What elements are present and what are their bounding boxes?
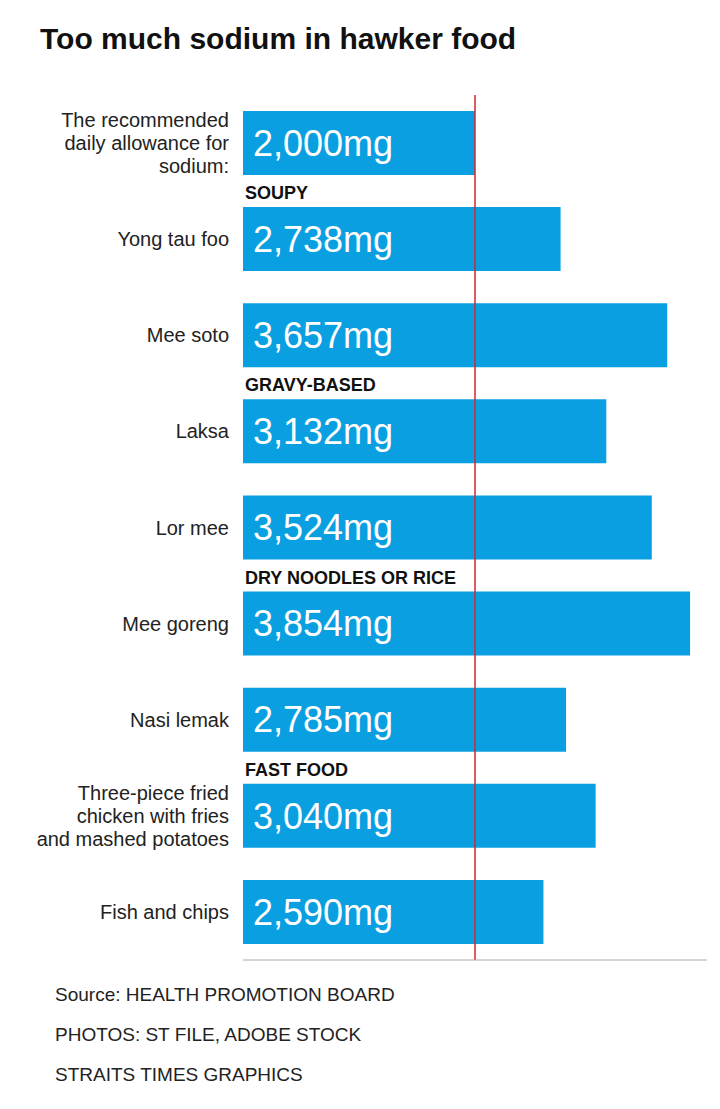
svg-text:The recommended: The recommended	[61, 109, 229, 131]
svg-text:Mee goreng: Mee goreng	[122, 613, 229, 635]
svg-text:Yong tau foo: Yong tau foo	[117, 228, 229, 250]
html-text:STRAITS TIMES GRAPHICS: STRAITS TIMES GRAPHICS	[55, 1064, 303, 1085]
svg-text:chicken with fries: chicken with fries	[77, 805, 229, 827]
svg-text:3,040mg: 3,040mg	[253, 796, 393, 837]
html-text:Too much sodium in hawker food: Too much sodium in hawker food	[40, 22, 517, 55]
svg-text:Nasi lemak: Nasi lemak	[130, 709, 230, 731]
svg-text:3,524mg: 3,524mg	[253, 507, 393, 548]
svg-text:Laksa: Laksa	[176, 420, 230, 442]
html-text:Source: HEALTH PROMOTION BOARD: Source: HEALTH PROMOTION BOARD	[55, 984, 395, 1005]
svg-text:Mee soto: Mee soto	[147, 324, 229, 346]
svg-text:2,000mg: 2,000mg	[253, 123, 393, 164]
svg-text:3,854mg: 3,854mg	[253, 603, 393, 644]
svg-text:3,657mg: 3,657mg	[253, 315, 393, 356]
html-text:PHOTOS: ST FILE, ADOBE STOCK: PHOTOS: ST FILE, ADOBE STOCK	[55, 1024, 362, 1045]
svg-text:GRAVY-BASED: GRAVY-BASED	[245, 375, 376, 395]
svg-text:SOUPY: SOUPY	[245, 183, 308, 203]
svg-text:2,785mg: 2,785mg	[253, 699, 393, 740]
svg-text:Three-piece fried: Three-piece fried	[78, 782, 229, 804]
svg-text:2,590mg: 2,590mg	[253, 892, 393, 933]
svg-text:2,738mg: 2,738mg	[253, 219, 393, 260]
svg-text:3,132mg: 3,132mg	[253, 411, 393, 452]
svg-text:daily allowance for: daily allowance for	[64, 132, 229, 154]
svg-text:sodium:: sodium:	[159, 155, 229, 177]
svg-text:FAST FOOD: FAST FOOD	[245, 760, 348, 780]
svg-text:and mashed potatoes: and mashed potatoes	[37, 828, 229, 850]
svg-text:Fish and chips: Fish and chips	[100, 901, 229, 923]
svg-text:DRY NOODLES OR RICE: DRY NOODLES OR RICE	[245, 568, 456, 588]
svg-text:Lor mee: Lor mee	[156, 517, 229, 539]
